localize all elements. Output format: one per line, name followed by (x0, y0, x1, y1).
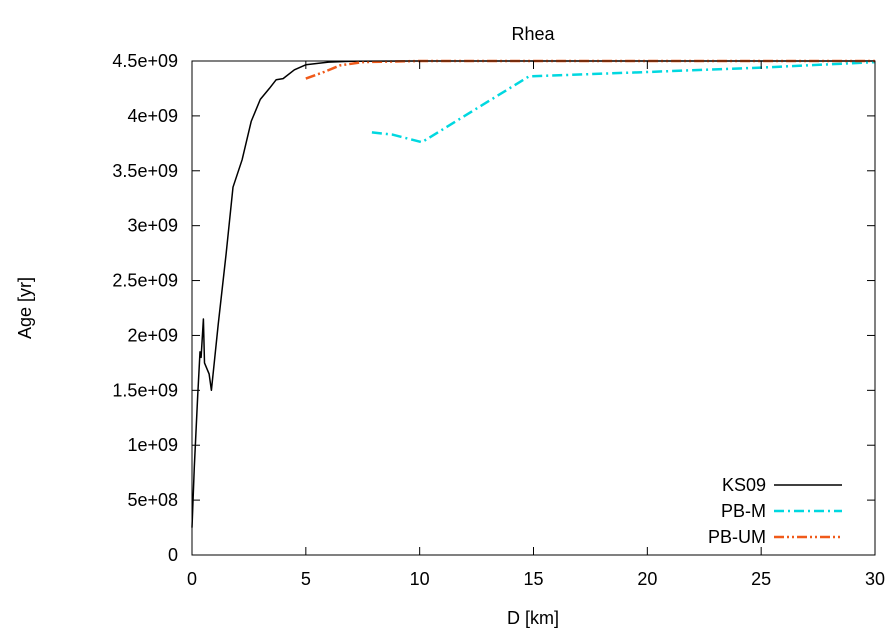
y-tick-label: 3e+09 (127, 216, 178, 236)
y-tick-label: 1e+09 (127, 435, 178, 455)
y-tick-label: 1.5e+09 (112, 380, 178, 400)
x-tick-label: 10 (410, 569, 430, 589)
legend: KS09 PB-M PB-UM (708, 475, 842, 547)
x-tick-label: 5 (301, 569, 311, 589)
plot-frame (191, 60, 876, 556)
y-axis-title: Age [yr] (15, 277, 35, 339)
x-tick-label: 30 (865, 569, 885, 589)
y-axis: 0 5e+08 1e+09 1.5e+09 2e+09 2.5e+09 3e+09 3.5e+… (112, 51, 875, 565)
series-layer (191, 59, 876, 528)
legend-label: PB-UM (708, 527, 766, 547)
legend-label: PB-M (721, 501, 766, 521)
x-tick-label: 20 (637, 569, 657, 589)
x-tick-label: 15 (523, 569, 543, 589)
x-axis: 0 5 10 15 20 25 30 (187, 61, 885, 589)
y-tick-label: 3.5e+09 (112, 161, 178, 181)
series-line-ks09 (191, 60, 875, 528)
series-line-pb-um (305, 59, 875, 80)
x-tick-label: 25 (751, 569, 771, 589)
x-tick-label: 0 (187, 569, 197, 589)
y-tick-label: 0 (168, 545, 178, 565)
series-line-pb-m (371, 60, 876, 144)
y-tick-label: 2e+09 (127, 325, 178, 345)
y-tick-label: 2.5e+09 (112, 271, 178, 291)
y-tick-label: 4e+09 (127, 106, 178, 126)
chart-title: Rhea (511, 24, 555, 44)
y-tick-label: 5e+08 (127, 490, 178, 510)
y-tick-label: 4.5e+09 (112, 51, 178, 71)
legend-label: KS09 (722, 475, 766, 495)
x-axis-title: D [km] (507, 608, 559, 628)
